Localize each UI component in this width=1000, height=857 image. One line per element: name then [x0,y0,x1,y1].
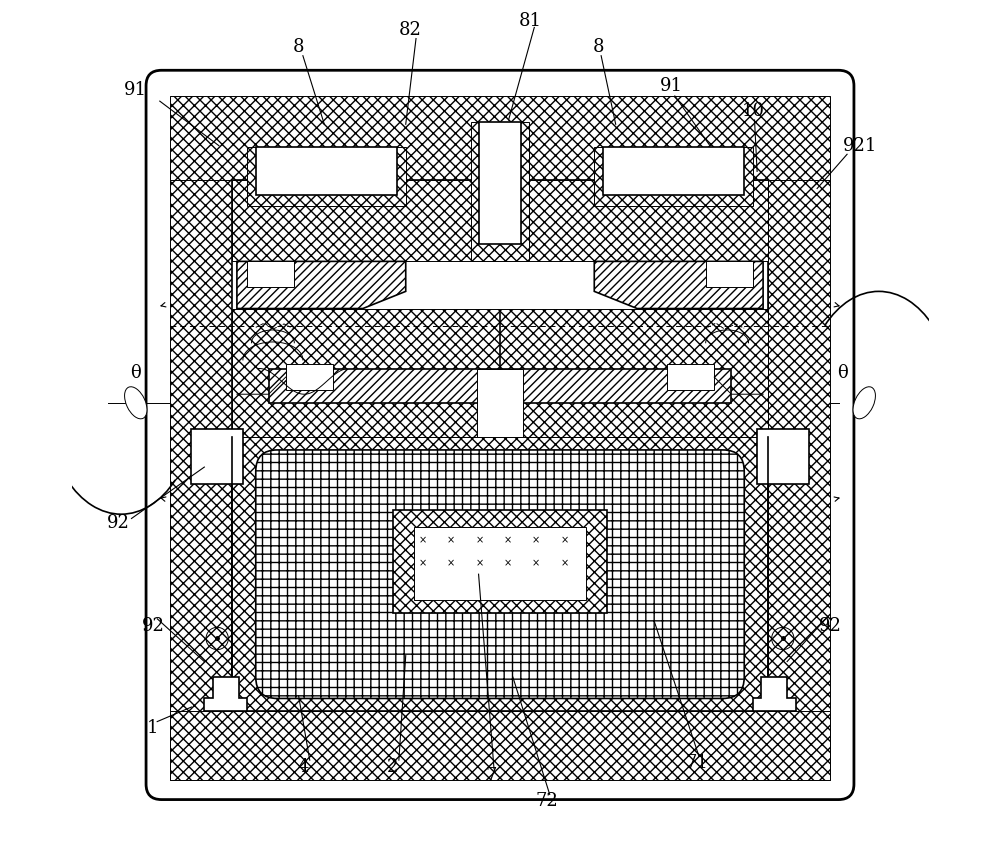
Text: 7: 7 [486,766,497,785]
Text: 4: 4 [297,758,309,776]
Bar [170,180,232,780]
Bar [768,180,830,780]
Bar [256,147,397,195]
Text: 92: 92 [141,616,164,635]
Text: 81: 81 [518,12,541,31]
Text: 82: 82 [399,21,421,39]
Bar [170,711,830,780]
Text: θ: θ [130,363,141,382]
FancyBboxPatch shape [256,450,744,698]
Polygon shape [204,677,247,711]
Text: ×: × [419,558,427,568]
Text: 921: 921 [843,136,877,155]
Bar [594,147,753,206]
Text: ×: × [475,558,483,568]
Ellipse shape [853,387,875,419]
Text: ×: × [560,535,568,545]
Bar [667,364,714,390]
Bar [247,147,406,206]
Bar [393,510,607,613]
Text: ×: × [447,535,455,545]
Text: ×: × [532,558,540,568]
Text: 71: 71 [686,753,709,772]
Bar [232,309,768,437]
Text: ×: × [475,535,483,545]
Text: 92: 92 [107,513,130,532]
Text: 8: 8 [593,38,604,57]
Text: 72: 72 [536,792,559,811]
Text: 8: 8 [293,38,304,57]
Bar [247,261,294,287]
Text: ×: × [560,558,568,568]
FancyBboxPatch shape [146,70,854,800]
Text: ×: × [419,535,427,545]
Text: 1: 1 [147,719,159,738]
Bar [471,122,529,261]
Polygon shape [753,677,796,711]
Bar [286,364,333,390]
FancyBboxPatch shape [256,450,744,698]
Ellipse shape [125,387,147,419]
Text: ×: × [447,558,455,568]
Bar [232,180,768,261]
Text: 2: 2 [387,758,399,776]
Text: ×: × [504,535,512,545]
Bar [603,147,744,195]
Polygon shape [594,261,763,309]
Text: 91: 91 [660,76,683,95]
Text: 10: 10 [741,102,764,121]
Bar [757,428,809,484]
Bar [479,122,521,244]
Polygon shape [269,369,731,403]
Text: 91: 91 [124,81,147,99]
Bar [232,180,768,711]
Bar [414,527,586,600]
Bar [170,96,830,180]
Bar [191,428,243,484]
Bar [706,261,753,287]
Text: θ: θ [837,363,848,382]
Text: 92: 92 [819,616,841,635]
Text: ×: × [532,535,540,545]
Polygon shape [237,261,406,309]
Bar [232,437,768,711]
Bar [477,369,523,437]
Text: ×: × [504,558,512,568]
Bar [264,458,736,686]
